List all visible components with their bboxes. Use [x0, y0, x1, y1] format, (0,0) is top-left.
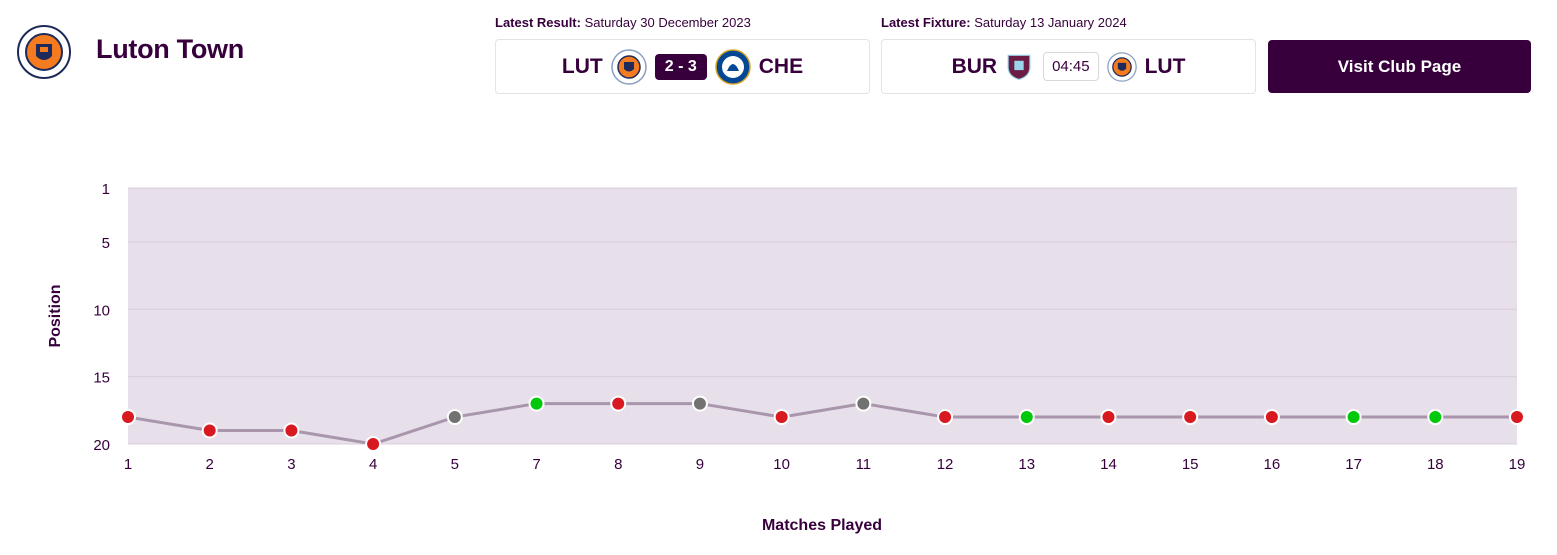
x-tick-label: 2	[206, 456, 214, 473]
latest-fixture-heading: Latest Fixture: Saturday 13 January 2024	[881, 15, 1127, 30]
club-name: Luton Town	[96, 34, 244, 64]
y-tick-label: 10	[93, 302, 110, 319]
luton-town-crest-icon	[17, 25, 71, 79]
x-tick-label: 7	[532, 456, 540, 473]
data-point[interactable]	[1345, 409, 1362, 426]
burnley-crest-icon	[1007, 54, 1031, 80]
result-score: 2 - 3	[654, 53, 707, 80]
latest-result-heading: Latest Result: Saturday 30 December 2023	[495, 15, 751, 30]
luton-town-crest-icon	[610, 48, 647, 85]
latest-result-date: Saturday 30 December 2023	[584, 15, 751, 30]
y-tick-label: 5	[102, 235, 110, 252]
latest-result-label: Latest Result	[495, 15, 577, 30]
x-tick-label: 5	[451, 456, 459, 473]
x-tick-label: 16	[1264, 456, 1281, 473]
data-point[interactable]	[937, 409, 954, 426]
latest-fixture-date: Saturday 13 January 2024	[974, 15, 1127, 30]
data-point[interactable]	[1100, 409, 1117, 426]
x-tick-label: 3	[287, 456, 295, 473]
latest-fixture-card[interactable]: BUR 04:45 LUT	[881, 39, 1256, 94]
x-tick-label: 11	[856, 456, 872, 473]
data-point[interactable]	[855, 395, 872, 412]
chelsea-crest-icon	[715, 48, 751, 85]
x-tick-label: 19	[1509, 456, 1526, 473]
fixture-away-team: LUT	[1144, 54, 1186, 78]
data-point[interactable]	[365, 436, 382, 452]
y-axis-label: Position	[47, 284, 64, 347]
data-point[interactable]	[691, 395, 708, 412]
fixture-kickoff-time: 04:45	[1043, 52, 1099, 81]
data-point[interactable]	[773, 409, 790, 426]
result-home-team: LUT	[561, 54, 603, 78]
data-point[interactable]	[283, 422, 300, 439]
data-point[interactable]	[1509, 409, 1525, 426]
data-point[interactable]	[201, 422, 218, 439]
data-point[interactable]	[1427, 409, 1444, 426]
data-point[interactable]	[120, 409, 136, 426]
data-point[interactable]	[1263, 409, 1280, 426]
luton-town-crest-icon	[1106, 51, 1137, 82]
latest-result-card[interactable]: LUT 2 - 3 CHE	[495, 39, 870, 94]
visit-club-page-button[interactable]: Visit Club Page	[1268, 40, 1531, 93]
plot-background	[128, 188, 1517, 444]
x-tick-label: 9	[696, 456, 704, 473]
x-tick-label: 14	[1100, 456, 1117, 473]
data-point[interactable]	[528, 395, 545, 412]
position-line	[127, 402, 1517, 446]
data-point[interactable]	[610, 395, 627, 412]
latest-fixture-label: Latest Fixture	[881, 15, 967, 30]
y-tick-label: 15	[93, 370, 110, 387]
y-tick-label: 1	[102, 181, 110, 198]
x-axis-label: Matches Played	[762, 517, 882, 534]
x-tick-label: 4	[369, 456, 377, 473]
x-tick-label: 17	[1345, 456, 1362, 473]
y-tick-label: 20	[93, 437, 110, 454]
data-point[interactable]	[1018, 409, 1035, 426]
fixture-home-team: BUR	[951, 54, 998, 78]
x-tick-label: 10	[773, 456, 790, 473]
x-tick-label: 1	[124, 456, 132, 473]
x-tick-label: 8	[614, 456, 622, 473]
x-tick-label: 15	[1182, 456, 1199, 473]
x-tick-label: 12	[937, 456, 954, 473]
x-tick-label: 18	[1427, 456, 1444, 473]
x-tick-label: 13	[1018, 456, 1035, 473]
data-point[interactable]	[1182, 409, 1199, 426]
data-point[interactable]	[446, 409, 463, 426]
result-away-team: CHE	[758, 54, 804, 78]
